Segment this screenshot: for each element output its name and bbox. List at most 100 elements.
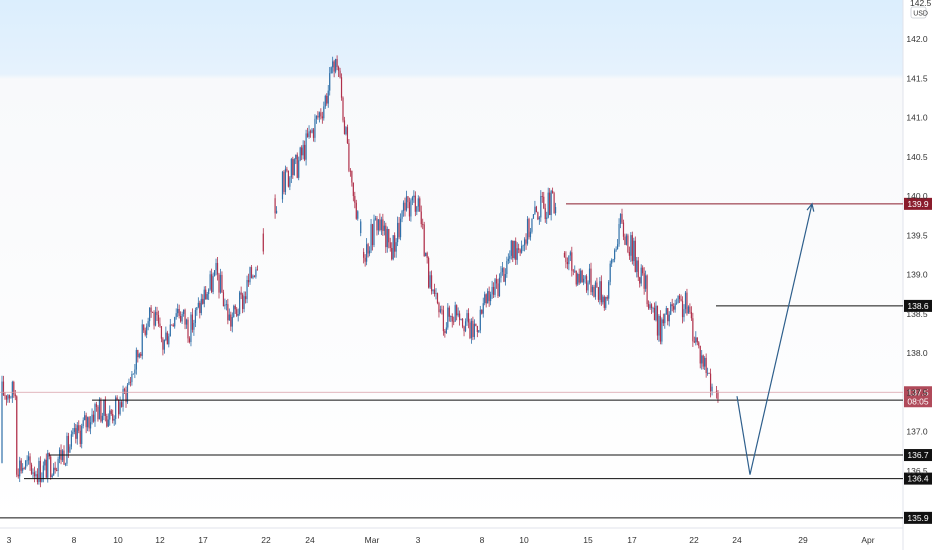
candle-body <box>87 417 89 428</box>
candle-body <box>177 308 179 314</box>
projection-line[interactable] <box>736 203 813 475</box>
candle-body <box>633 240 635 262</box>
candle-body <box>673 306 675 310</box>
candle-body <box>448 307 450 317</box>
candle-body <box>336 59 338 68</box>
x-tick-label: 10 <box>519 535 529 545</box>
candle-body <box>507 258 509 262</box>
candle-body <box>676 302 678 304</box>
candle-body <box>302 144 304 156</box>
candle-body <box>463 326 465 332</box>
candle-body <box>309 131 312 133</box>
candle-body <box>401 211 403 219</box>
candle-body <box>53 467 55 476</box>
candle-body <box>308 131 310 137</box>
candle-body <box>498 277 501 297</box>
candle-body <box>447 307 449 328</box>
candle-body <box>658 315 660 336</box>
current-price-label: 137.5 <box>907 387 929 397</box>
level-price-label: 135.9 <box>907 513 929 523</box>
candle-body <box>531 218 533 232</box>
candle-body <box>284 168 287 192</box>
candle-body <box>162 338 164 350</box>
candle-body <box>656 305 659 336</box>
candle-body <box>305 133 307 160</box>
candle-body <box>197 302 199 308</box>
candle-body <box>621 213 623 223</box>
candle-body <box>602 296 604 303</box>
candle-body <box>699 345 701 364</box>
x-tick-label: 29 <box>798 535 808 545</box>
candle-body <box>678 295 681 300</box>
candle-body <box>441 309 443 311</box>
candle-body <box>631 235 633 262</box>
candle-body <box>429 275 431 288</box>
candle-body <box>122 389 124 407</box>
candle-body <box>213 270 216 277</box>
candle-body <box>506 261 508 275</box>
candle-body <box>397 222 399 243</box>
candle-body <box>131 374 133 383</box>
candle-body <box>640 267 642 284</box>
candle-body <box>392 235 394 260</box>
candle-body <box>492 286 495 295</box>
candle-body <box>13 381 15 395</box>
candle-body <box>233 305 235 317</box>
candle-body <box>630 235 632 256</box>
candle-body <box>82 420 84 426</box>
candle-body <box>332 61 334 68</box>
candle-body <box>487 291 489 304</box>
candle-body <box>352 182 354 197</box>
candle-body <box>374 218 377 220</box>
candle-body <box>444 331 446 333</box>
candle-body <box>247 280 250 283</box>
candle-body <box>221 274 223 293</box>
candle-body <box>137 350 139 358</box>
candle-body <box>73 428 75 432</box>
candle-body <box>333 61 335 72</box>
time-scale-background[interactable] <box>0 528 903 550</box>
candle-body <box>72 431 74 435</box>
candle-body <box>588 268 591 283</box>
candle-body <box>363 251 365 258</box>
candle-body <box>188 338 191 343</box>
candle-body <box>619 213 622 225</box>
candle-body <box>652 307 654 309</box>
candle-body <box>26 460 28 462</box>
candle-body <box>433 289 436 294</box>
y-tick-label: 142.0 <box>906 34 928 44</box>
level-price-tag <box>904 299 932 312</box>
candle-body <box>367 244 369 254</box>
x-tick-label: 24 <box>732 535 742 545</box>
candle-body <box>298 160 300 178</box>
candle-body <box>563 253 566 258</box>
candle-body <box>634 240 636 272</box>
candle-body <box>287 170 289 187</box>
candle-body <box>549 192 551 216</box>
candle-body <box>605 297 607 308</box>
candle-body <box>171 324 173 326</box>
candle-body <box>426 252 428 258</box>
candle-body <box>608 281 610 299</box>
candle-body <box>187 319 189 339</box>
level-price-label: 138.6 <box>907 301 929 311</box>
candle-body <box>64 463 67 465</box>
currency-label: USD <box>913 11 928 18</box>
candle-body <box>109 410 111 420</box>
candle-body <box>535 206 537 213</box>
candle-body <box>528 219 530 238</box>
x-tick-label: 17 <box>627 535 637 545</box>
y-tick-label: 137.5 <box>906 387 928 397</box>
candle-body <box>677 295 679 303</box>
candle-body <box>4 395 6 396</box>
candle-body <box>377 219 380 231</box>
candle-body <box>140 353 142 356</box>
candle-body <box>482 303 484 314</box>
candle-body <box>125 390 127 403</box>
candle-body <box>234 305 236 310</box>
candle-body <box>411 197 413 201</box>
candle-body <box>292 159 294 176</box>
currency-badge[interactable] <box>910 6 927 19</box>
candle-body <box>227 304 229 321</box>
